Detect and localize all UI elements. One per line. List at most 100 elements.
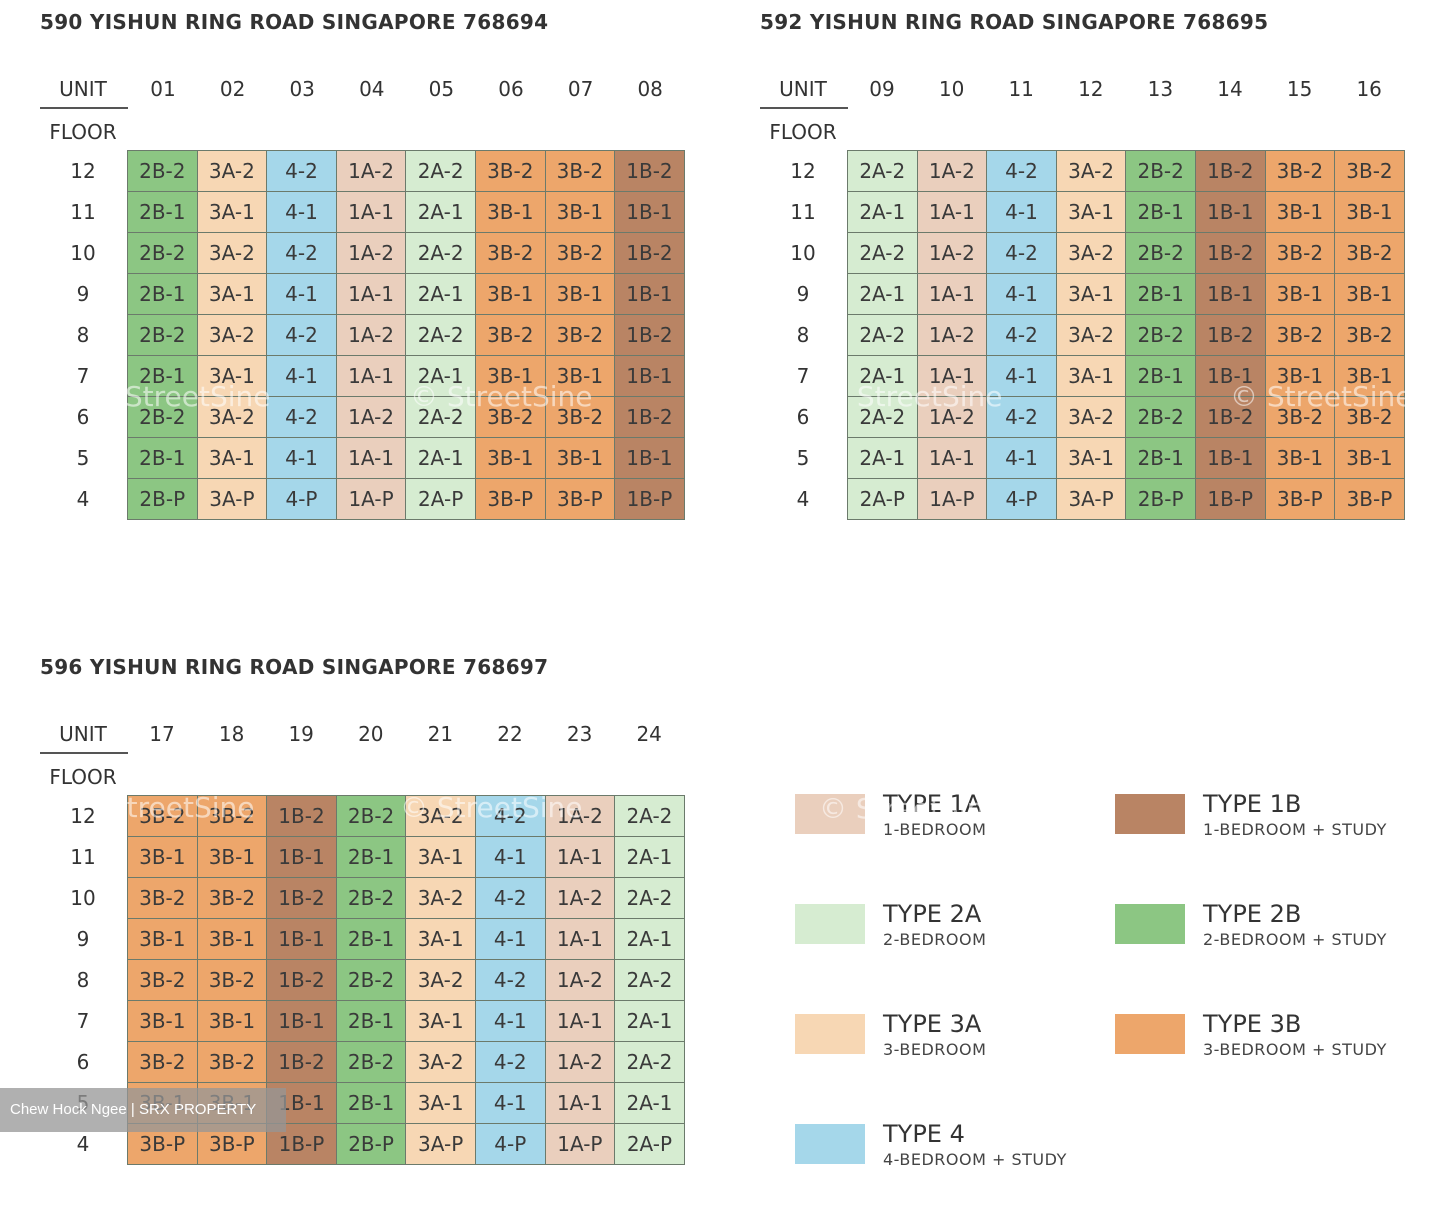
block-590: 590 YISHUN RING ROAD SINGAPORE 768694 UN… <box>0 0 720 540</box>
unit-underline <box>40 752 128 754</box>
unit-type-cell: 1B-2 <box>1194 150 1266 192</box>
unit-type-cell: 3B-1 <box>1334 191 1405 233</box>
table-row: 2B-1 3A-1 4-1 1A-1 2A-1 3B-1 3B-1 1B-1 <box>127 191 685 233</box>
unit-type-cell: 3B-1 <box>474 437 546 479</box>
unit-type-cell: 3B-1 <box>1264 355 1336 397</box>
unit-number-header: 19 <box>288 722 314 746</box>
unit-type-cell: 1B-1 <box>1194 355 1266 397</box>
unit-type-cell: 1A-1 <box>544 836 616 878</box>
unit-number-header: 08 <box>637 77 663 101</box>
unit-type-cell: 2A-2 <box>614 959 685 1001</box>
unit-type-cell: 1B-P <box>266 1123 337 1165</box>
floor-number: 10 <box>70 886 96 910</box>
unit-type-cell: 3B-1 <box>127 836 198 878</box>
unit-type-cell: 1B-1 <box>266 836 337 878</box>
unit-type-cell: 2B-P <box>127 478 198 520</box>
unit-type-cell: 1B-2 <box>614 232 685 274</box>
unit-type-cell: 3B-2 <box>1334 396 1405 438</box>
legend-item-4: TYPE 4 4-BEDROOM + STUDY <box>795 1120 1115 1180</box>
unit-type-cell: 3B-2 <box>1264 396 1336 438</box>
unit-type-cell: 2A-2 <box>405 232 476 274</box>
unit-type-cell: 4-2 <box>266 314 337 356</box>
legend-swatch <box>1115 904 1185 944</box>
unit-type-cell: 3B-1 <box>544 355 616 397</box>
unit-type-cell: 2B-1 <box>127 437 198 479</box>
unit-type-cell: 1A-1 <box>335 273 407 315</box>
unit-number-header: 07 <box>567 77 594 101</box>
unit-type-cell: 4-1 <box>474 1082 546 1124</box>
unit-type-cell: 4-1 <box>266 355 337 397</box>
unit-underline <box>40 107 128 109</box>
floor-number: 5 <box>796 446 810 470</box>
unit-type-cell: 3B-2 <box>474 232 546 274</box>
table-row: 2A-P 1A-P 4-P 3A-P 2B-P 1B-P 3B-P 3B-P <box>847 478 1405 520</box>
floor-number: 8 <box>76 323 90 347</box>
unit-type-cell: 1A-1 <box>335 437 407 479</box>
floor-number: 9 <box>796 282 810 306</box>
legend-type-name: TYPE 2B <box>1203 900 1302 928</box>
unit-type-cell: 3B-2 <box>1334 314 1405 356</box>
unit-type-cell: 3A-2 <box>1055 150 1127 192</box>
unit-type-cell: 1A-2 <box>544 877 616 919</box>
unit-type-cell: 2A-2 <box>847 150 918 192</box>
floor-number: 8 <box>796 323 810 347</box>
unit-type-cell: 1A-1 <box>544 918 616 960</box>
floor-label: FLOOR <box>769 120 837 144</box>
unit-number-header: 14 <box>1217 77 1243 101</box>
unit-type-cell: 4-P <box>986 478 1057 520</box>
legend-item-2a: TYPE 2A 2-BEDROOM <box>795 900 1115 960</box>
unit-type-cell: 2A-1 <box>405 273 476 315</box>
unit-type-cell: 1B-1 <box>614 437 685 479</box>
unit-type-cell: 2A-2 <box>847 314 918 356</box>
unit-type-cell: 3A-2 <box>405 959 476 1001</box>
unit-number-header: 06 <box>498 77 524 101</box>
unit-number-header: 05 <box>428 77 455 101</box>
table-row: 2B-1 3A-1 4-1 1A-1 2A-1 3B-1 3B-1 1B-1 <box>127 437 685 479</box>
floor-number: 8 <box>76 968 90 992</box>
legend-item-3b: TYPE 3B 3-BEDROOM + STUDY <box>1115 1010 1435 1070</box>
unit-type-cell: 2A-P <box>405 478 476 520</box>
unit-type-cell: 3A-1 <box>196 273 268 315</box>
table-row: 2A-2 1A-2 4-2 3A-2 2B-2 1B-2 3B-2 3B-2 <box>847 396 1405 438</box>
unit-type-cell: 4-2 <box>474 795 546 837</box>
unit-type-cell: 3B-2 <box>127 1041 198 1083</box>
unit-label: UNIT <box>59 77 107 101</box>
unit-type-cell: 3A-2 <box>196 314 268 356</box>
floor-number: 11 <box>70 845 96 869</box>
unit-type-cell: 2B-1 <box>1125 191 1196 233</box>
unit-type-cell: 3A-2 <box>405 795 476 837</box>
unit-type-cell: 1B-1 <box>266 1000 337 1042</box>
unit-type-cell: 1A-1 <box>916 355 988 397</box>
unit-type-cell: 1A-2 <box>335 396 407 438</box>
legend-type-desc: 1-BEDROOM <box>883 820 987 839</box>
unit-type-cell: 3B-1 <box>196 918 268 960</box>
unit-type-cell: 3A-2 <box>1055 232 1127 274</box>
unit-type-cell: 1B-1 <box>614 191 685 233</box>
unit-type-cell: 1B-2 <box>266 877 337 919</box>
unit-type-cell: 4-1 <box>266 191 337 233</box>
unit-type-cell: 3B-1 <box>196 836 268 878</box>
floor-number: 5 <box>76 446 90 470</box>
unit-type-cell: 4-1 <box>266 437 337 479</box>
unit-type-cell: 2A-2 <box>405 314 476 356</box>
unit-number-header: 02 <box>219 77 246 101</box>
table-row: 2B-2 3A-2 4-2 1A-2 2A-2 3B-2 3B-2 1B-2 <box>127 232 685 274</box>
floor-number: 7 <box>76 364 90 388</box>
unit-type-cell: 2B-1 <box>335 1082 407 1124</box>
unit-type-cell: 4-2 <box>474 959 546 1001</box>
table-row: 2B-1 3A-1 4-1 1A-1 2A-1 3B-1 3B-1 1B-1 <box>127 273 685 315</box>
table-row: 3B-2 3B-2 1B-2 2B-2 3A-2 4-2 1A-2 2A-2 <box>127 795 685 837</box>
unit-type-cell: 2B-1 <box>127 355 198 397</box>
unit-type-cell: 4-P <box>474 1123 546 1165</box>
table-row: 2A-1 1A-1 4-1 3A-1 2B-1 1B-1 3B-1 3B-1 <box>847 355 1405 397</box>
unit-type-cell: 3B-1 <box>1334 273 1405 315</box>
unit-type-cell: 3A-P <box>196 478 268 520</box>
legend-type-desc: 3-BEDROOM <box>883 1040 987 1059</box>
unit-type-cell: 3A-P <box>1055 478 1127 520</box>
unit-type-cell: 1A-2 <box>335 314 407 356</box>
legend-item-1a: TYPE 1A 1-BEDROOM <box>795 790 1115 850</box>
unit-type-cell: 3A-2 <box>196 232 268 274</box>
unit-type-cell: 1B-2 <box>1194 314 1266 356</box>
